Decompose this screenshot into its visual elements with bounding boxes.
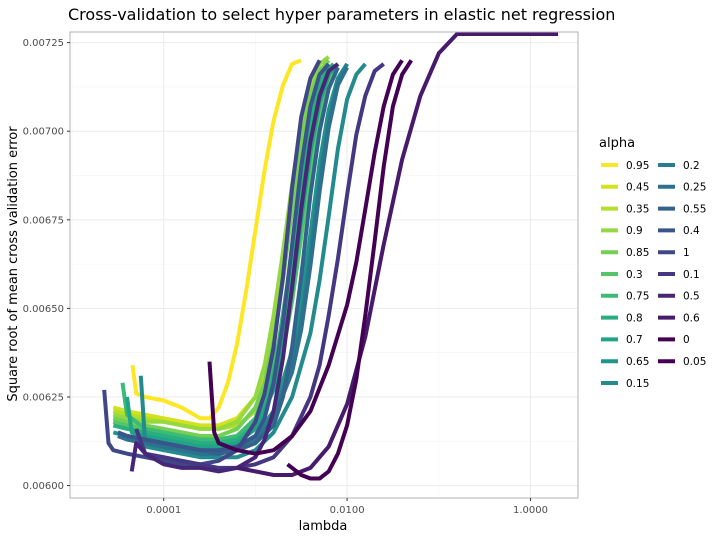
series-line-alpha-0-95: [130, 58, 302, 421]
series-line-alpha-0-5: [129, 62, 340, 474]
legend-item-0-05: 0.05: [658, 356, 706, 368]
y-tick-label: 0.00650: [23, 304, 64, 315]
legend-label: 0.05: [683, 356, 706, 368]
y-tick-label: 0.00675: [23, 215, 64, 226]
legend-item-0: 0: [658, 334, 690, 346]
x-axis: 0.0001 0.0100 1.0000: [146, 498, 548, 516]
legend-label: 0.75: [626, 291, 649, 303]
legend-label: 0.55: [683, 203, 706, 215]
legend-label: 0.5: [683, 291, 700, 303]
series-line-alpha-0: [207, 59, 404, 456]
plot-panel: [69, 31, 579, 499]
legend-label: 0.1: [683, 269, 700, 281]
chart-title: Cross-validation to select hyper paramet…: [68, 5, 615, 24]
y-axis: 0.00600 0.00625 0.00650 0.00675 0.00700 0.007…: [23, 38, 70, 492]
legend: alpha 0.950.450.350.90.850.30.750.80.70.…: [599, 136, 706, 390]
x-axis-title: lambda: [299, 519, 348, 534]
series-line-alpha-0-6: [236, 32, 559, 477]
legend-label: 1: [683, 247, 690, 259]
legend-item-0-85: 0.85: [601, 247, 649, 259]
legend-item-0-8: 0.8: [601, 312, 643, 324]
legend-item-0-45: 0.45: [601, 182, 649, 194]
legend-item-0-6: 0.6: [658, 312, 700, 324]
y-axis-title: Square root of mean cross validation err…: [6, 126, 21, 402]
panel-border: [69, 31, 579, 499]
legend-label: 0.2: [683, 160, 700, 172]
legend-label: 0.15: [626, 378, 649, 390]
legend-item-0-75: 0.75: [601, 291, 649, 303]
legend-items: 0.95 0.45 0.35 0.9 0.85 0.3 0.75 0.8 0.7 0.65 0.15…: [601, 160, 706, 390]
legend-title: alpha: [599, 136, 635, 151]
x-tick-label: 1.0000: [513, 505, 548, 516]
series-line-alpha-0-05: [286, 59, 413, 481]
legend-item-0-5: 0.5: [658, 291, 700, 303]
series-line-alpha-0-15: [138, 62, 367, 460]
legend-label: 0.9: [626, 225, 643, 237]
legend-label: 0.65: [626, 356, 649, 368]
legend-item-0-3: 0.3: [601, 269, 643, 281]
legend-item-0-35: 0.35: [601, 203, 649, 215]
legend-label: 0.45: [626, 182, 649, 194]
legend-label: 0.25: [683, 182, 706, 194]
series-line-alpha-0-85: [112, 59, 331, 438]
legend-item-0-65: 0.65: [601, 356, 649, 368]
legend-label: 0.95: [626, 160, 649, 172]
legend-item-0-1: 0.1: [658, 269, 700, 281]
series-line-alpha-0-4: [117, 62, 331, 453]
legend-label: 0.35: [626, 203, 649, 215]
legend-label: 0.6: [683, 312, 700, 324]
legend-item-1: 1: [658, 247, 690, 259]
legend-item-0-25: 0.25: [658, 182, 706, 194]
series-layer: [102, 32, 559, 481]
legend-item-0-2: 0.2: [658, 160, 700, 172]
legend-label: 0.3: [626, 269, 643, 281]
legend-label: 0.85: [626, 247, 649, 259]
legend-item-0-15: 0.15: [601, 378, 649, 390]
legend-item-0-9: 0.9: [601, 225, 643, 237]
legend-label: 0.7: [626, 334, 643, 346]
y-tick-label: 0.00600: [23, 481, 64, 492]
x-tick-label: 0.0001: [146, 505, 181, 516]
y-tick-label: 0.00700: [23, 127, 64, 138]
y-tick-label: 0.00725: [23, 38, 64, 49]
legend-label: 0.8: [626, 312, 643, 324]
legend-item-0-4: 0.4: [658, 225, 700, 237]
series-line-alpha-1: [102, 59, 322, 467]
y-tick-label: 0.00625: [23, 393, 64, 404]
x-tick-label: 0.0100: [330, 505, 365, 516]
legend-label: 0: [683, 334, 690, 346]
legend-item-0-55: 0.55: [658, 203, 706, 215]
legend-item-0-95: 0.95: [601, 160, 649, 172]
legend-label: 0.4: [683, 225, 700, 237]
legend-item-0-7: 0.7: [601, 334, 643, 346]
